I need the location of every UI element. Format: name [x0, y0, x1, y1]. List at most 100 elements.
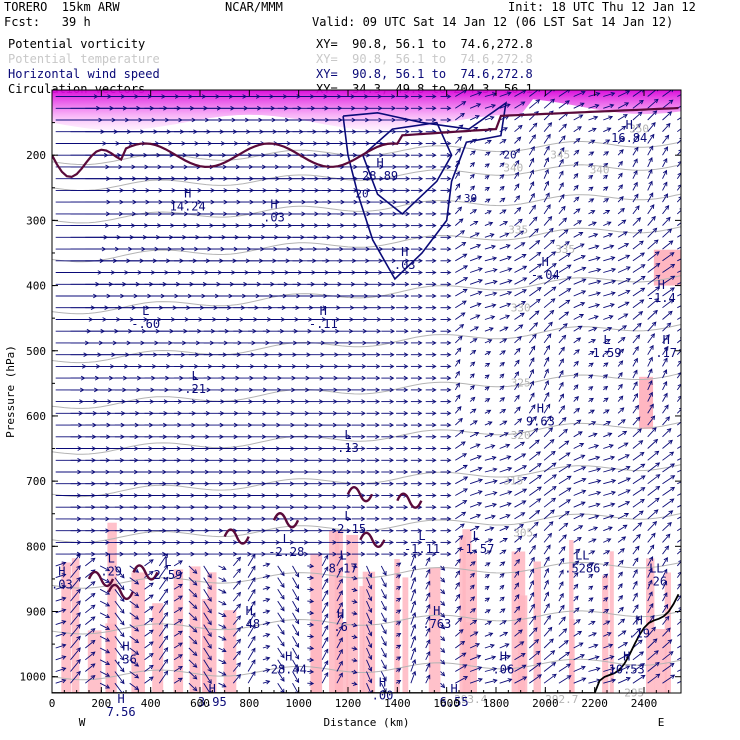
- circulation-vector: [514, 594, 520, 602]
- circulation-vector-head: [411, 612, 417, 617]
- circulation-vector: [677, 222, 681, 226]
- circulation-vector: [677, 94, 681, 97]
- circulation-vector-head: [352, 610, 358, 616]
- circulation-vector: [70, 659, 81, 672]
- circulation-vector-head: [207, 667, 212, 673]
- circulation-vector: [514, 265, 527, 273]
- circulation-vector: [588, 339, 596, 344]
- circulation-vector: [70, 565, 81, 578]
- circulation-vector-head: [590, 620, 596, 625]
- circulation-vector: [632, 182, 638, 191]
- circulation-vector: [410, 659, 416, 672]
- circulation-vector-head: [591, 339, 597, 344]
- circulation-vector-head: [577, 325, 583, 330]
- circulation-vector: [469, 420, 478, 426]
- high-marker: H: [184, 187, 191, 201]
- circulation-vector-head: [622, 114, 628, 119]
- circulation-vector: [366, 636, 372, 648]
- circulation-vector: [410, 612, 416, 625]
- circulation-vector: [321, 578, 329, 590]
- circulation-vector-head: [664, 345, 669, 351]
- circulation-vector: [425, 628, 431, 637]
- circulation-vector-head: [531, 204, 536, 210]
- circulation-vector-head: [684, 243, 688, 246]
- circulation-vector-head: [446, 328, 452, 334]
- circulation-vector-head: [681, 326, 685, 330]
- circulation-vector: [558, 347, 565, 355]
- circulation-vector-head: [346, 540, 352, 545]
- circulation-vector-head: [566, 288, 572, 293]
- circulation-vector-head: [207, 679, 212, 685]
- circulation-vector: [514, 195, 520, 203]
- circulation-vector-head: [460, 230, 465, 235]
- y-tick-label: 700: [26, 475, 46, 488]
- circulation-vector-head: [418, 305, 423, 310]
- circulation-vector: [380, 600, 387, 611]
- circulation-vector: [380, 612, 387, 623]
- circulation-vector: [677, 632, 681, 637]
- circulation-vector-head: [375, 458, 380, 463]
- circulation-vector: [603, 421, 611, 426]
- circulation-vector: [543, 333, 552, 344]
- circulation-vector-head: [417, 458, 423, 463]
- circulation-vector: [543, 638, 554, 649]
- circulation-vector: [469, 573, 475, 578]
- circulation-vector: [99, 565, 110, 572]
- theta-contour-line: [52, 193, 681, 224]
- circulation-vector: [662, 123, 671, 133]
- circulation-vector: [440, 565, 445, 571]
- circulation-vector-head: [265, 679, 271, 685]
- circulation-vector-head: [332, 528, 338, 533]
- circulation-vector: [558, 417, 567, 426]
- extremum-value: .6: [333, 620, 347, 634]
- circulation-vector-head: [120, 585, 125, 591]
- circulation-vector-head: [446, 141, 452, 146]
- circulation-vector-head: [352, 646, 358, 651]
- circulation-vector-head: [507, 267, 513, 272]
- circulation-vector-head: [431, 270, 437, 275]
- circulation-vector: [55, 597, 66, 602]
- circulation-vector-head: [685, 91, 689, 94]
- circulation-vector-head: [595, 455, 601, 461]
- circulation-vector: [662, 498, 674, 508]
- circulation-vector-head: [591, 538, 597, 543]
- circulation-vector: [484, 233, 494, 238]
- circulation-vector-head: [652, 227, 658, 233]
- circulation-vector-head: [506, 654, 511, 660]
- circulation-vector: [632, 205, 640, 215]
- circulation-vector-head: [492, 279, 498, 285]
- circulation-vector: [277, 565, 285, 576]
- pv-shade-column: [402, 577, 409, 693]
- circulation-vector-head: [120, 655, 125, 661]
- high-marker: H: [376, 156, 383, 170]
- circulation-vector: [484, 210, 492, 215]
- circulation-vector-head: [455, 382, 460, 388]
- circulation-vector: [425, 581, 431, 590]
- circulation-vector-head: [346, 551, 352, 557]
- circulation-vector-head: [405, 211, 411, 217]
- circulation-vector: [632, 663, 645, 672]
- circulation-vector: [632, 346, 639, 355]
- circulation-vector-head: [517, 535, 523, 541]
- circulation-vector-head: [178, 572, 183, 577]
- circulation-vector: [469, 455, 482, 461]
- circulation-vector-head: [418, 129, 424, 134]
- circulation-vector-head: [362, 352, 367, 357]
- circulation-vector-head: [163, 658, 169, 664]
- circulation-vector-head: [462, 500, 468, 505]
- circulation-vector-head: [338, 672, 343, 678]
- circulation-vector: [603, 292, 616, 297]
- circulation-vector: [676, 350, 681, 356]
- circulation-vector: [528, 334, 537, 344]
- circulation-vector: [558, 569, 564, 578]
- circulation-vector: [588, 304, 600, 309]
- circulation-vector-head: [391, 117, 397, 123]
- circulation-vector-head: [61, 667, 67, 672]
- circulation-vector: [203, 636, 212, 649]
- circulation-vector-head: [440, 589, 446, 595]
- circulation-vector-head: [648, 380, 653, 385]
- circulation-vector: [455, 113, 465, 121]
- circulation-vector-head: [477, 255, 483, 260]
- circulation-vector: [543, 627, 553, 637]
- circulation-vector-head: [236, 626, 242, 632]
